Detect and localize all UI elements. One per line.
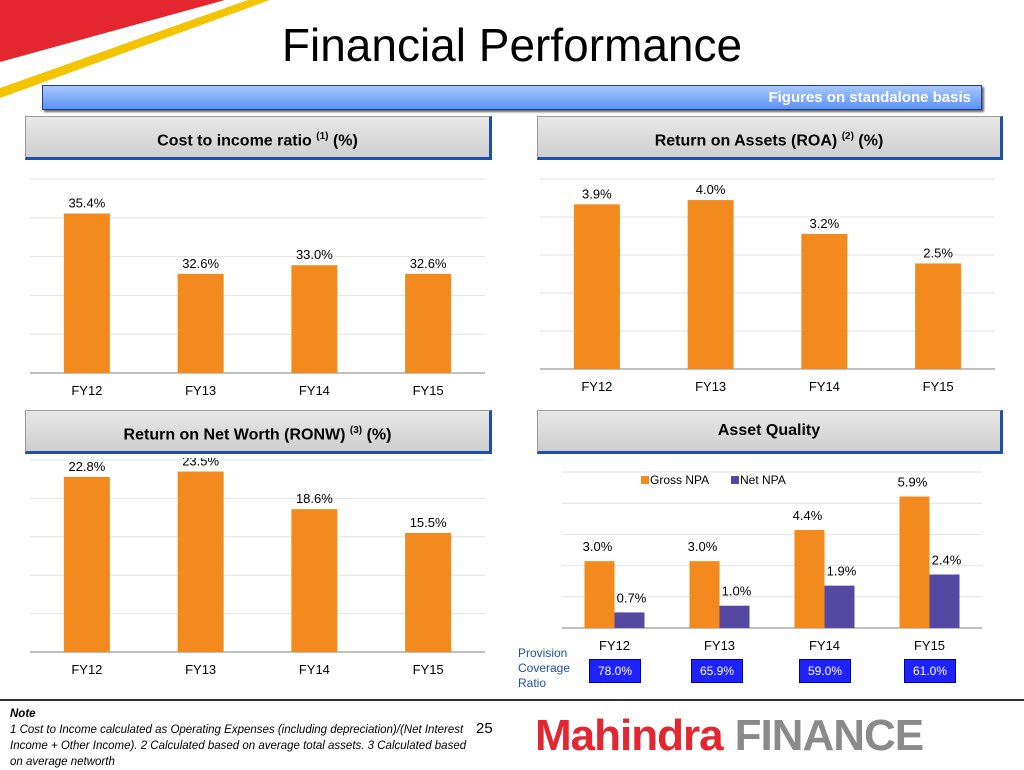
gross-npa-label-fy12: 3.0% [583, 539, 613, 554]
gross-npa-label-fy15: 5.9% [898, 475, 928, 490]
bar-fy13 [177, 471, 224, 652]
corner-decoration [0, 0, 270, 98]
x-tick-fy14: FY14 [299, 662, 330, 677]
x-tick-fy12: FY12 [581, 379, 612, 394]
provision-coverage-label: Provision Coverage Ratio [518, 646, 571, 690]
legend-label-net-npa: Net NPA [740, 473, 786, 487]
gross-npa-bar-fy13 [689, 561, 720, 628]
logo-wordmark: Mahindra FINANCE [535, 711, 923, 760]
x-tick-fy15: FY15 [413, 383, 444, 398]
bar-fy12 [63, 476, 110, 652]
data-label-fy14: 18.6% [296, 491, 333, 506]
footnote: Note 1 Cost to Income calculated as Oper… [10, 706, 480, 770]
footnote-heading: Note [10, 708, 36, 720]
x-tick-fy15: FY15 [914, 638, 945, 653]
subtitle-text: Figures on standalone basis [768, 89, 971, 106]
bar-fy13 [687, 200, 734, 369]
gross-npa-label-fy13: 3.0% [688, 539, 718, 554]
data-label-fy15: 15.5% [410, 515, 447, 530]
provision-coverage-fy14: 59.0% [799, 659, 851, 683]
mahindra-finance-logo: Mahindra FINANCE [535, 711, 924, 760]
data-label-fy13: 32.6% [182, 256, 219, 271]
gross-npa-label-fy14: 4.4% [793, 508, 823, 523]
bar-fy15 [915, 263, 962, 369]
x-tick-fy15: FY15 [413, 662, 444, 677]
data-label-fy14: 3.2% [810, 216, 840, 231]
data-label-fy12: 22.8% [68, 459, 105, 474]
subtitle-bar: Figures on standalone basis [42, 85, 982, 110]
cost-income-chart: 35.4% FY12 32.6% FY13 33.0% FY14 32.6% FY15 [30, 178, 485, 398]
bar-fy12 [573, 204, 620, 369]
cost-panel-title: Cost to income ratio [157, 132, 312, 150]
bar-fy15 [405, 273, 452, 373]
cost-panel-header: Cost to income ratio (1) (%) [25, 116, 492, 160]
logo-brand-red: Mahindra [535, 711, 724, 760]
bar-fy14 [801, 233, 848, 369]
ronw-panel-unit: (%) [366, 426, 392, 444]
aq-panel-header: Asset Quality [537, 410, 1003, 454]
data-label-fy15: 2.5% [923, 245, 953, 260]
roa-panel-title: Return on Assets (ROA) [654, 132, 838, 150]
provision-coverage-fy13: 65.9% [691, 659, 743, 683]
legend-label-gross-npa: Gross NPA [650, 473, 709, 487]
x-tick-fy14: FY14 [299, 383, 330, 398]
gross-npa-bar-fy15 [899, 496, 930, 628]
cost-panel-footnote-ref: (1) [316, 131, 329, 142]
net-npa-label-fy14: 1.9% [827, 564, 857, 579]
page-title: Financial Performance [281, 19, 743, 71]
net-npa-bar-fy12 [614, 612, 645, 628]
x-tick-fy12: FY12 [71, 662, 102, 677]
ronw-panel-title: Return on Net Worth (RONW) [123, 426, 346, 444]
provision-coverage-fy15: 61.0% [904, 659, 956, 683]
yellow-stripe [0, 0, 270, 98]
net-npa-bar-fy14 [824, 585, 855, 628]
page-number: 25 [476, 720, 493, 737]
ronw-panel-footnote-ref: (3) [349, 425, 363, 436]
net-npa-label-fy15: 2.4% [932, 553, 962, 568]
x-tick-fy13: FY13 [185, 662, 216, 677]
aq-panel-title: Asset Quality [717, 422, 821, 439]
roa-chart: 3.9% FY12 4.0% FY13 3.2% FY14 2.5% FY15 [540, 178, 995, 394]
ronw-panel-header: Return on Net Worth (RONW) (3) (%) [25, 410, 492, 454]
provision-coverage-fy12: 78.0% [589, 659, 641, 683]
legend-swatch-net-npa [731, 476, 739, 484]
roa-panel-unit: (%) [858, 132, 884, 150]
roa-panel-header: Return on Assets (ROA) (2) (%) [537, 116, 1003, 160]
footnote-text: 1 Cost to Income calculated as Operating… [10, 724, 467, 768]
x-tick-fy14: FY14 [809, 638, 840, 653]
bar-fy14 [291, 509, 338, 652]
x-tick-fy13: FY13 [185, 383, 216, 398]
data-label-fy14: 33.0% [296, 247, 333, 262]
net-npa-bar-fy15 [929, 574, 960, 628]
net-npa-label-fy12: 0.7% [617, 590, 647, 605]
gross-npa-bar-fy14 [794, 529, 825, 628]
net-npa-bar-fy13 [719, 605, 750, 628]
x-tick-fy14: FY14 [809, 379, 840, 394]
asset-quality-chart: Gross NPA Net NPA 3.0% 0.7% FY12 3.0% 1.0% FY13… [562, 471, 982, 653]
gross-npa-bar-fy12 [584, 561, 615, 628]
bar-fy13 [177, 273, 224, 373]
data-label-fy12: 35.4% [68, 195, 105, 210]
x-tick-fy13: FY13 [704, 638, 735, 653]
x-tick-fy12: FY12 [71, 383, 102, 398]
x-tick-fy12: FY12 [599, 638, 630, 653]
data-label-fy12: 3.9% [582, 186, 612, 201]
roa-panel-footnote-ref: (2) [841, 131, 854, 142]
cost-panel-unit: (%) [332, 132, 358, 150]
bar-fy14 [291, 265, 338, 373]
footer-divider [0, 699, 1024, 701]
data-label-fy15: 32.6% [410, 256, 447, 271]
red-stripe [0, 0, 225, 62]
x-tick-fy15: FY15 [923, 379, 954, 394]
x-tick-fy13: FY13 [695, 379, 726, 394]
bar-fy12 [63, 213, 110, 373]
legend-swatch-gross-npa [641, 476, 649, 484]
bar-fy15 [405, 532, 452, 652]
logo-brand-grey: FINANCE [735, 711, 924, 760]
data-label-fy13: 4.0% [696, 182, 726, 197]
data-label-fy13: 23.5% [182, 458, 219, 469]
net-npa-label-fy13: 1.0% [722, 584, 752, 599]
ronw-chart: 22.8% FY12 23.5% FY13 18.6% FY14 15.5% FY15 [30, 458, 485, 677]
